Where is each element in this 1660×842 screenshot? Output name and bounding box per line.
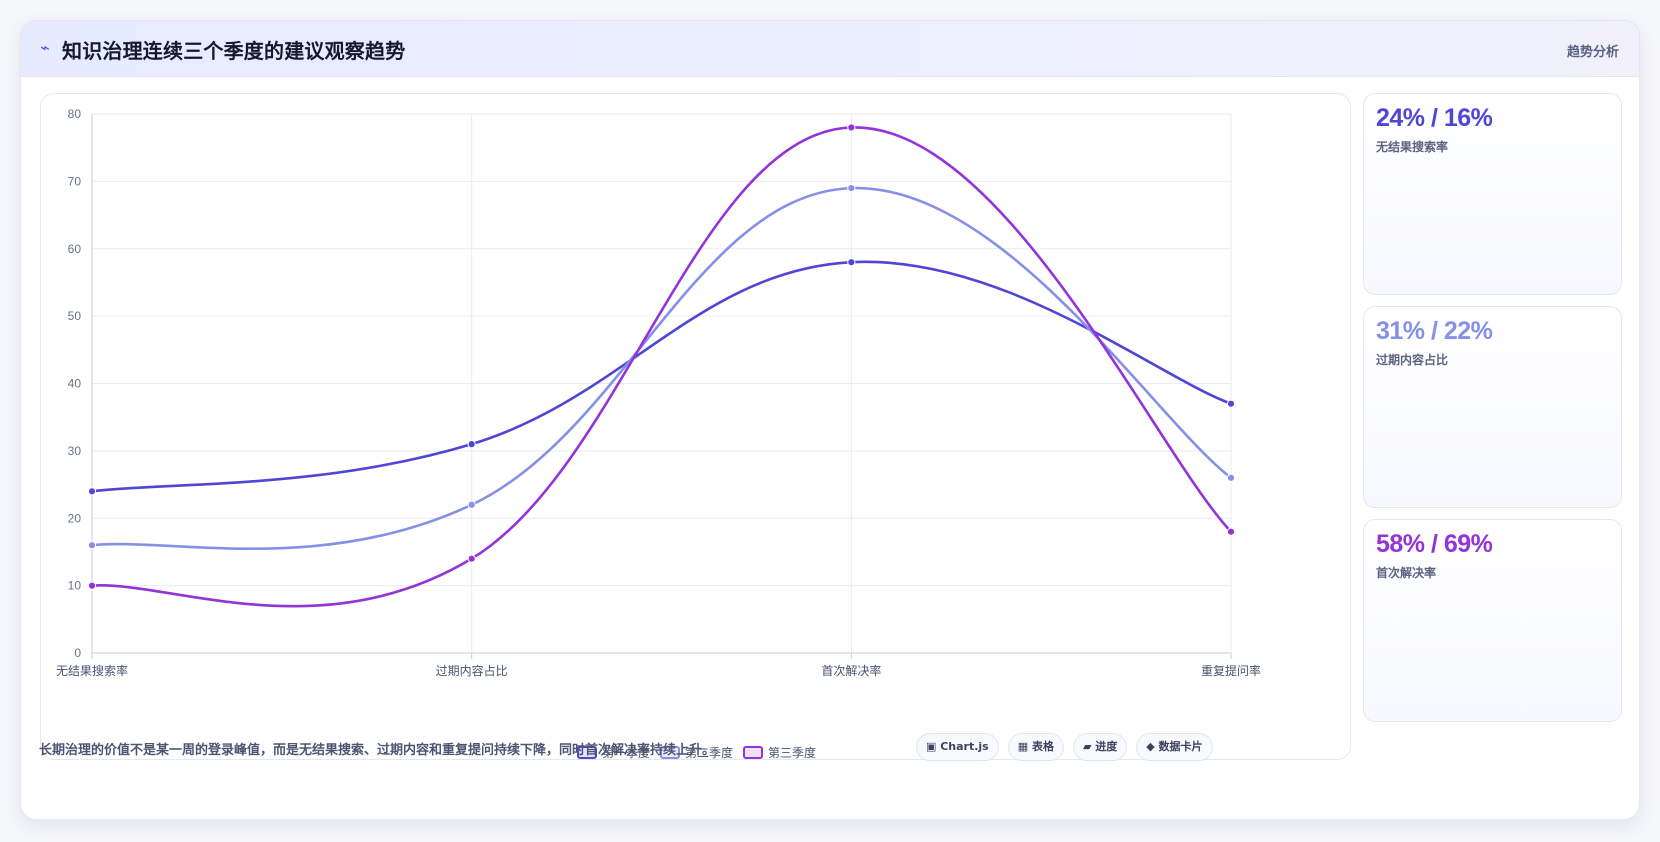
x-tick-label: 无结果搜索率: [56, 663, 128, 678]
legend-item[interactable]: 第二季度: [659, 742, 733, 762]
stat-label: 首次解决率: [1376, 566, 1437, 580]
x-tick-label: 首次解决率: [821, 663, 881, 678]
stat-card-outdated: 31% / 22% 过期内容占比: [1363, 306, 1622, 508]
footer-note: 长期治理的价值不是某一周的登录峰值，而是无结果搜索、过期内容和重复提问持续下降，…: [39, 743, 716, 758]
stat-card-no-result: 24% / 16% 无结果搜索率: [1363, 93, 1622, 295]
chip-progress[interactable]: ▰ 进度: [1072, 733, 1128, 761]
data-point: [467, 554, 476, 563]
y-tick-label: 50: [68, 309, 82, 323]
series-line-2: [91, 186, 1232, 551]
chip-chartjs[interactable]: ▣ Chart.js: [916, 733, 999, 761]
line-chart: 0 10 20 30 40 50 60 70 80 无结果搜索率 过期内容占比 首次解决率 重复提问率: [56, 107, 1261, 678]
y-tick-label: 20: [68, 511, 82, 525]
chart-legend: 第一季度 第二季度 第三季度: [41, 742, 1352, 762]
data-point: [1226, 473, 1236, 482]
series-line-3: [91, 126, 1232, 608]
data-point: [1226, 399, 1236, 408]
legend-swatch: [743, 745, 763, 759]
data-point: [1226, 527, 1236, 536]
series-line-1: [91, 260, 1232, 493]
y-tick-label: 30: [68, 444, 82, 458]
stat-value: 58% / 69%: [1376, 530, 1493, 558]
y-tick-label: 0: [74, 646, 81, 660]
data-point: [847, 184, 856, 193]
header-tag: 趋势分析: [1566, 45, 1619, 60]
y-tick-label: 10: [68, 579, 82, 593]
chip-table[interactable]: ▦ 表格: [1007, 733, 1064, 761]
y-tick-label: 80: [68, 107, 82, 121]
y-tick-label: 60: [68, 242, 82, 256]
dashboard-card: ⌁ 知识治理连续三个季度的建议观察趋势 趋势分析 0 10 20 30 40 50 60 70…: [20, 20, 1640, 820]
chart-panel: 0 10 20 30 40 50 60 70 80 无结果搜索率 过期内容占比 首次解决率 重复提问率 …: [40, 93, 1351, 760]
data-point: [847, 123, 856, 132]
feature-chips: ▣ Chart.js ▦ 表格 ▰ 进度 ◆ 数据卡片: [916, 733, 1213, 761]
stat-value: 24% / 16%: [1376, 104, 1493, 132]
x-tick-label: 过期内容占比: [436, 663, 508, 678]
page-title: 知识治理连续三个季度的建议观察趋势: [62, 39, 406, 63]
legend-label: 第二季度: [684, 745, 733, 760]
legend-swatch: [576, 745, 597, 759]
data-point: [87, 541, 97, 550]
legend-label: 第三季度: [768, 745, 817, 760]
data-point: [847, 258, 856, 267]
stat-label: 过期内容占比: [1376, 353, 1449, 367]
stat-value: 31% / 22%: [1376, 317, 1493, 345]
legend-label: 第一季度: [601, 745, 650, 760]
legend-item[interactable]: 第一季度: [576, 742, 650, 762]
stat-label: 无结果搜索率: [1376, 140, 1449, 154]
chip-data-card[interactable]: ◆ 数据卡片: [1136, 733, 1213, 761]
lightning-icon: ⌁: [40, 38, 50, 57]
data-point: [467, 500, 476, 509]
data-point: [87, 487, 97, 496]
x-tick-label: 重复提问率: [1201, 663, 1261, 678]
legend-item[interactable]: 第三季度: [743, 742, 816, 762]
y-tick-label: 70: [68, 174, 82, 188]
stat-card-first-resolution: 58% / 69% 首次解决率: [1363, 519, 1622, 722]
data-point: [467, 440, 476, 449]
card-header: ⌁ 知识治理连续三个季度的建议观察趋势 趋势分析: [21, 21, 1639, 77]
legend-swatch: [659, 745, 680, 759]
y-tick-label: 40: [68, 377, 82, 391]
data-point: [87, 581, 97, 590]
